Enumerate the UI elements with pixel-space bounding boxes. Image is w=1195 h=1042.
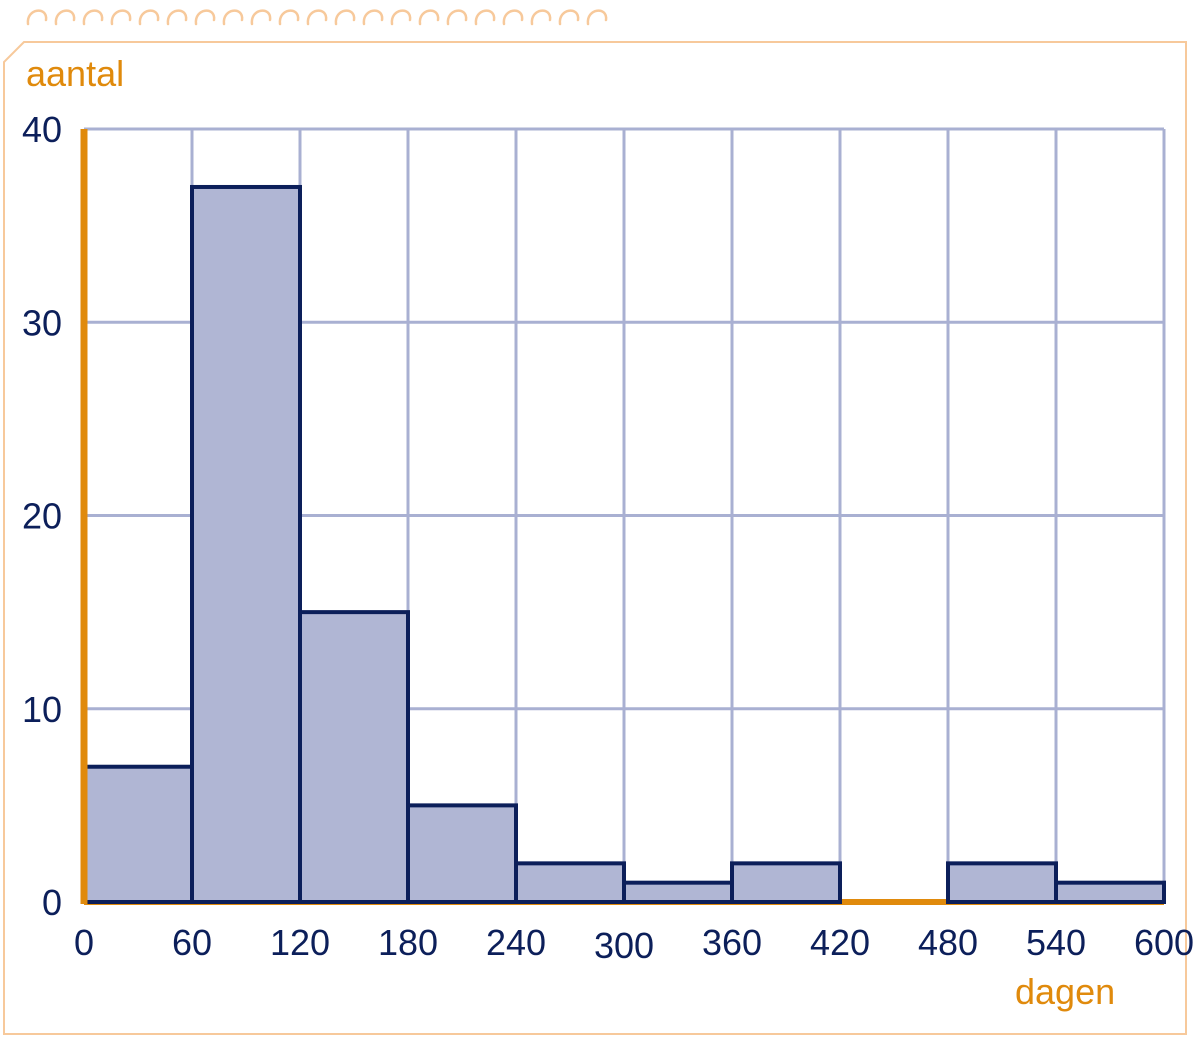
histogram-bar xyxy=(1054,880,1166,904)
binder-ring-icon xyxy=(446,9,468,26)
histogram-bar xyxy=(946,861,1058,904)
bars xyxy=(82,184,1166,905)
binder-ring-icon xyxy=(390,9,412,26)
x-tick-label: 420 xyxy=(810,922,870,963)
histogram-bar xyxy=(82,764,194,904)
binder-ring-icon xyxy=(82,9,104,26)
histogram-bar xyxy=(298,610,410,904)
y-axis-label: aantal xyxy=(26,53,124,94)
x-tick-label: 360 xyxy=(702,922,762,963)
binder-rings xyxy=(26,9,608,26)
binder-ring-icon xyxy=(502,9,524,26)
binder-ring-icon xyxy=(222,9,244,26)
frame-border xyxy=(3,41,1187,1035)
tick-labels: 0 60 120 180 240 300 360 420 480 540 600 0 10 20 30 40 xyxy=(22,109,1194,966)
x-tick-label: 540 xyxy=(1026,922,1086,963)
binder-ring-icon xyxy=(166,9,188,26)
x-tick-label: 600 xyxy=(1134,922,1194,963)
histogram-bar xyxy=(514,861,626,904)
x-tick-label: 240 xyxy=(486,922,546,963)
binder-ring-icon xyxy=(474,9,496,26)
binder-ring-icon xyxy=(250,9,272,26)
x-tick-label: 60 xyxy=(172,922,212,963)
binder-ring-icon xyxy=(586,9,608,26)
x-tick-label: 180 xyxy=(378,922,438,963)
binder-ring-icon xyxy=(138,9,160,26)
y-tick-label: 0 xyxy=(42,882,62,923)
binder-ring-icon xyxy=(334,9,356,26)
binder-ring-icon xyxy=(418,9,440,26)
binder-ring-icon xyxy=(306,9,328,26)
page-frame xyxy=(3,9,1187,1035)
x-axis-label: dagen xyxy=(1015,971,1115,1012)
binder-ring-icon xyxy=(54,9,76,26)
binder-ring-icon xyxy=(110,9,132,26)
x-tick-label: 480 xyxy=(918,922,978,963)
binder-ring-icon xyxy=(194,9,216,26)
y-tick-label: 30 xyxy=(22,302,62,343)
x-tick-label: 120 xyxy=(270,922,330,963)
y-tick-label: 40 xyxy=(22,109,62,150)
x-tick-label: 300 xyxy=(594,925,654,966)
y-tick-label: 20 xyxy=(22,496,62,537)
binder-ring-icon xyxy=(558,9,580,26)
binder-ring-icon xyxy=(362,9,384,26)
binder-ring-icon xyxy=(278,9,300,26)
binder-ring-icon xyxy=(530,9,552,26)
histogram-bar xyxy=(190,184,302,905)
y-tick-label: 10 xyxy=(22,689,62,730)
x-tick-label: 0 xyxy=(74,922,94,963)
histogram-bar xyxy=(622,880,734,904)
binder-ring-icon xyxy=(26,9,48,26)
histogram-bar xyxy=(730,861,842,904)
histogram-bar xyxy=(406,803,518,904)
